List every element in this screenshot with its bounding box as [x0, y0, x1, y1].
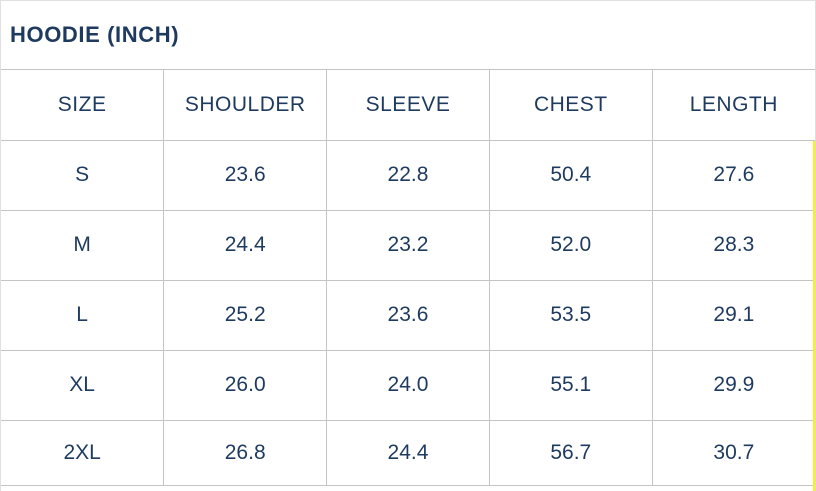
chest-value-cell: 55.1 — [489, 350, 653, 421]
shoulder-value-cell: 26.0 — [163, 350, 328, 421]
sleeve-value-cell: 23.6 — [326, 280, 490, 351]
size-label-cell: S — [1, 140, 165, 211]
size-chart-table: SIZE SHOULDER SLEEVE CHEST LENGTH S 23.6… — [1, 70, 815, 486]
size-chart-title: HOODIE (INCH) — [10, 22, 180, 47]
chest-value-cell: 52.0 — [489, 210, 653, 281]
length-value-cell: 29.9 — [652, 350, 815, 421]
column-header-chest: CHEST — [489, 70, 653, 141]
length-value-cell: 28.3 — [652, 210, 815, 281]
table-row-m: M 24.4 23.2 52.0 28.3 — [1, 210, 815, 281]
length-value-cell: 29.1 — [652, 280, 815, 351]
shoulder-value-cell: 25.2 — [163, 280, 328, 351]
header-row: SIZE SHOULDER SLEEVE CHEST LENGTH — [1, 70, 815, 141]
size-label-cell: M — [1, 210, 165, 281]
column-header-length: LENGTH — [652, 70, 815, 141]
chest-value-cell: 53.5 — [489, 280, 653, 351]
sleeve-value-cell: 23.2 — [326, 210, 490, 281]
column-header-shoulder: SHOULDER — [163, 70, 328, 141]
size-label-cell: L — [1, 280, 165, 351]
length-value-cell: 30.7 — [652, 420, 815, 486]
table-row-l: L 25.2 23.6 53.5 29.1 — [1, 280, 815, 351]
size-label-cell: XL — [1, 350, 165, 421]
chest-value-cell: 50.4 — [489, 140, 653, 211]
column-header-size: SIZE — [1, 70, 165, 141]
chest-value-cell: 56.7 — [489, 420, 653, 486]
table-row-s: S 23.6 22.8 50.4 27.6 — [1, 140, 815, 211]
shoulder-value-cell: 26.8 — [163, 420, 328, 486]
length-value-cell: 27.6 — [652, 140, 815, 211]
table-row-xl: XL 26.0 24.0 55.1 29.9 — [1, 350, 815, 421]
sleeve-value-cell: 24.0 — [326, 350, 490, 421]
size-chart-header: HOODIE (INCH) — [1, 1, 815, 70]
shoulder-value-cell: 23.6 — [163, 140, 328, 211]
column-header-sleeve: SLEEVE — [326, 70, 490, 141]
size-label-cell: 2XL — [1, 420, 165, 486]
sleeve-value-cell: 24.4 — [326, 420, 490, 486]
sleeve-value-cell: 22.8 — [326, 140, 490, 211]
table-row-2xl: 2XL 26.8 24.4 56.7 30.7 — [1, 420, 815, 486]
shoulder-value-cell: 24.4 — [163, 210, 328, 281]
yellow-highlight-strip — [813, 141, 815, 491]
